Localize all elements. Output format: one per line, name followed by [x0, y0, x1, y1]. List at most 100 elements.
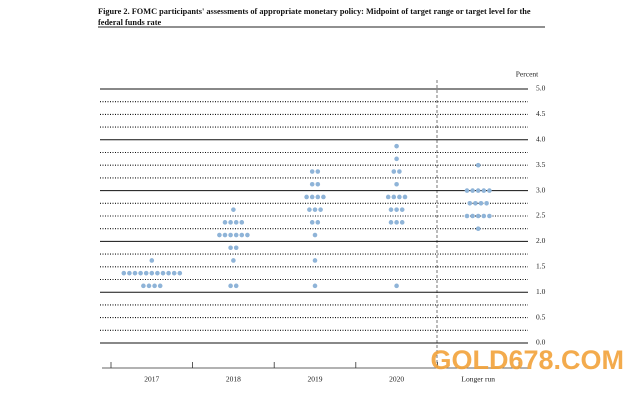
dot [399, 207, 405, 212]
dot [481, 188, 487, 193]
dot [146, 283, 152, 289]
y-tick-label: 4.0 [536, 135, 546, 144]
dot [132, 270, 138, 276]
dot [312, 283, 318, 289]
dot [315, 194, 321, 200]
dot [399, 220, 405, 225]
dot [391, 194, 397, 200]
dot [315, 169, 321, 174]
dot [464, 213, 470, 219]
dot [239, 232, 245, 238]
dot [475, 213, 481, 219]
y-tick-label: 2.5 [536, 211, 546, 220]
dot [233, 283, 239, 289]
dot [312, 258, 318, 263]
dot [470, 188, 475, 193]
dot [157, 283, 163, 289]
dot [309, 169, 315, 174]
dot [231, 207, 236, 212]
dot [171, 270, 177, 276]
dot [478, 201, 484, 206]
dot [233, 245, 239, 251]
dot [149, 258, 155, 263]
dot [470, 213, 475, 219]
dot [121, 270, 127, 276]
dot [312, 207, 318, 212]
x-tick-label: 2017 [144, 375, 159, 384]
dot [388, 207, 394, 212]
dot [402, 194, 408, 200]
y-tick-label: 1.0 [536, 287, 546, 296]
y-tick-label: 3.0 [536, 185, 546, 194]
dot [309, 220, 315, 225]
dot [166, 270, 171, 276]
dot [481, 213, 487, 219]
x-tick-label: 2020 [389, 375, 404, 384]
dot [467, 201, 473, 206]
dot [138, 270, 143, 276]
dot [397, 169, 402, 174]
dot [484, 201, 489, 206]
dot [222, 220, 228, 225]
dot [228, 220, 233, 225]
dot [127, 270, 132, 276]
x-tick-label: Longer run [461, 375, 495, 384]
dot [222, 232, 228, 238]
dot [309, 194, 315, 200]
dot [475, 162, 481, 168]
dot [394, 207, 399, 212]
dot [394, 220, 399, 225]
dot [177, 270, 183, 276]
dot [143, 270, 149, 276]
dot [309, 181, 315, 187]
dot [228, 232, 233, 238]
dot [388, 220, 394, 225]
dot [385, 194, 391, 200]
y-tick-label: 4.5 [536, 109, 546, 118]
x-tick-label: 2019 [308, 375, 323, 384]
y-tick-label: 3.5 [536, 160, 546, 169]
dot [307, 207, 312, 212]
dot [321, 194, 326, 200]
dot [304, 194, 309, 200]
chart-title: Figure 2. FOMC participants' assessments… [98, 7, 531, 27]
dot [245, 232, 250, 238]
y-tick-label: 1.5 [536, 262, 546, 271]
dot [394, 143, 399, 149]
dot [217, 232, 222, 238]
dot [152, 283, 157, 289]
dot [228, 245, 233, 251]
y-tick-label: 2.0 [536, 236, 546, 245]
dot [228, 283, 233, 289]
dot [487, 213, 492, 219]
dot [318, 207, 323, 212]
dot [397, 194, 402, 200]
dot [394, 181, 399, 187]
dot [231, 258, 236, 263]
dot [487, 188, 492, 193]
dot [312, 232, 318, 238]
dot [394, 283, 399, 289]
dot [233, 232, 239, 238]
dot [160, 270, 166, 276]
dot [315, 220, 321, 225]
y-tick-label: 0.5 [536, 312, 546, 321]
dot [233, 220, 239, 225]
dot [394, 156, 399, 162]
dot [315, 181, 321, 187]
y-tick-label: 5.0 [536, 84, 546, 93]
dot [475, 188, 481, 193]
y-tick-label: 0.0 [536, 338, 546, 347]
dot [473, 201, 478, 206]
y-axis-label: Percent [516, 70, 539, 79]
watermark: GOLD678.COM [430, 345, 624, 375]
dot [155, 270, 160, 276]
dot [141, 283, 146, 289]
dot [475, 226, 481, 231]
x-tick-label: 2018 [226, 375, 241, 384]
dot [464, 188, 470, 193]
dot [391, 169, 397, 174]
dot [239, 220, 245, 225]
